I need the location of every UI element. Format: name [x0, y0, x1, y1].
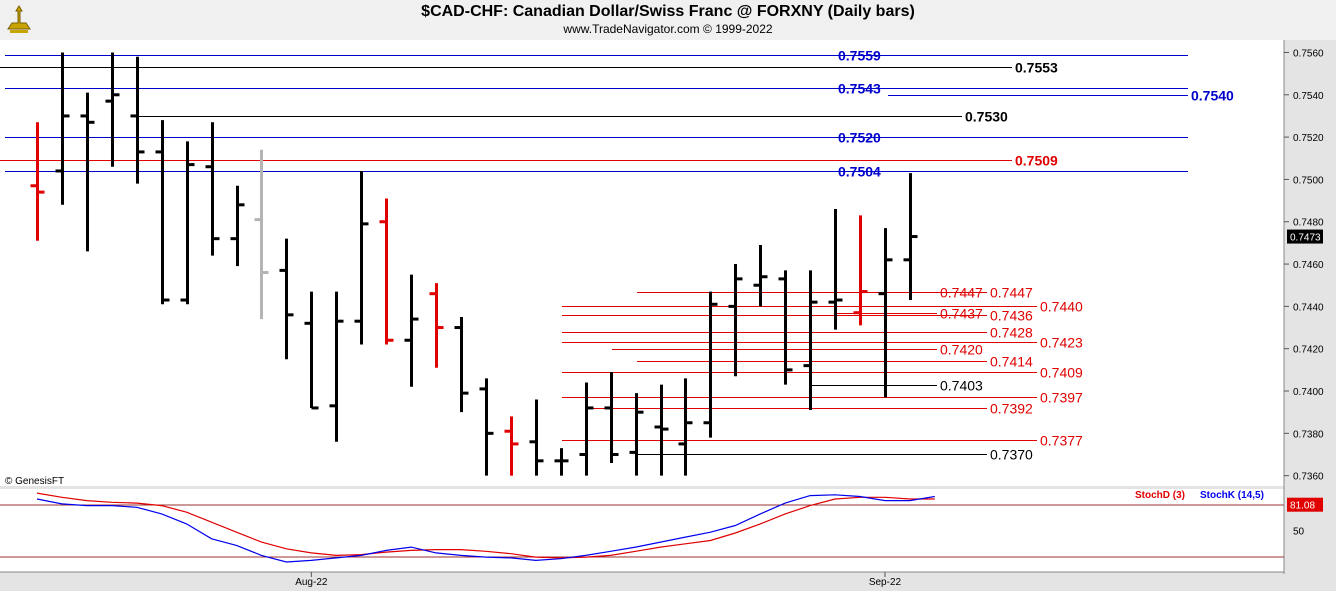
price-bar — [903, 173, 918, 301]
price-bar — [703, 291, 718, 438]
y-tick-label: 0.7420 — [1293, 345, 1324, 356]
time-axis: Aug-22 Sep-22 — [295, 572, 902, 588]
stoch-series-line — [36, 492, 935, 559]
level-label: 0.7414 — [990, 354, 1033, 370]
price-bar — [529, 399, 544, 476]
price-bar — [180, 141, 195, 305]
level-label: 0.7420 — [940, 342, 983, 358]
watermark: © GenesisFT — [5, 476, 64, 487]
stoch-y-tick-label: 50 — [1293, 527, 1305, 538]
price-bar — [304, 291, 319, 410]
y-tick-label: 0.7480 — [1293, 218, 1324, 229]
level-label: 0.7543 — [838, 81, 881, 97]
price-bar — [329, 291, 344, 442]
stoch-last-box — [1287, 497, 1323, 512]
price-bar — [155, 120, 170, 305]
price-bar — [678, 378, 693, 476]
price-bar — [828, 209, 843, 330]
stoch-series-line — [36, 494, 935, 563]
price-bar — [30, 122, 45, 241]
level-label: 0.7553 — [1015, 60, 1058, 76]
price-bar — [130, 56, 145, 184]
price-bar — [778, 270, 793, 385]
price-bar — [878, 228, 893, 398]
price-bar — [604, 371, 619, 463]
y-tick-label: 0.7460 — [1293, 260, 1324, 271]
level-label: 0.7397 — [1040, 390, 1083, 406]
stochd-legend: StochD (3) — [1135, 490, 1185, 501]
price-bar — [728, 264, 743, 377]
y-tick-label: 0.7400 — [1293, 387, 1324, 398]
y-tick-label: 0.7440 — [1293, 302, 1324, 313]
price-bar — [803, 270, 818, 411]
level-label: 0.7504 — [838, 164, 881, 180]
level-label: 0.7447 — [990, 285, 1033, 301]
trade-navigator-logo-icon — [4, 3, 34, 35]
price-bar — [654, 384, 669, 476]
price-panel-bg — [0, 40, 1284, 486]
chart-header: $CAD-CHF: Canadian Dollar/Swiss Franc @ … — [0, 0, 1336, 40]
level-label: 0.7447 — [940, 285, 983, 301]
level-label: 0.7436 — [990, 308, 1033, 324]
level-label: 0.7409 — [1040, 365, 1083, 381]
level-label: 0.7559 — [838, 48, 881, 64]
level-lines: 0.7559 0.7553 0.7543 0.7540 0.7530 0.7520 0.75… — [0, 48, 1234, 463]
level-label: 0.7370 — [990, 447, 1033, 463]
price-bar — [429, 283, 444, 368]
last-price-label: 0.7473 — [1290, 233, 1321, 244]
stochk-legend: StochK (14,5) — [1200, 490, 1264, 501]
price-bar — [629, 393, 644, 476]
price-bar — [354, 170, 369, 345]
stoch-panel-bg — [0, 489, 1284, 572]
level-label: 0.7428 — [990, 325, 1033, 341]
price-bar — [554, 448, 569, 476]
stoch-last-label: 81.08 — [1290, 501, 1315, 512]
level-label: 0.7392 — [990, 401, 1033, 417]
stochastic-lines — [36, 492, 935, 563]
y-tick-label: 0.7360 — [1293, 472, 1324, 483]
price-bar — [404, 274, 419, 387]
y-tick-label: 0.7380 — [1293, 429, 1324, 440]
price-bar — [853, 215, 868, 326]
level-label: 0.7520 — [838, 130, 881, 146]
price-bar — [479, 378, 494, 476]
price-bar — [105, 52, 120, 167]
price-bar — [279, 238, 294, 360]
price-bar — [753, 245, 768, 307]
price-bar — [379, 198, 394, 345]
chart-title: $CAD-CHF: Canadian Dollar/Swiss Franc @ … — [421, 3, 915, 20]
price-bar — [80, 92, 95, 252]
x-tick-label: Aug-22 — [295, 577, 328, 588]
level-label: 0.7440 — [1040, 299, 1083, 315]
price-bar — [55, 52, 70, 205]
price-bar — [254, 149, 269, 320]
price-bars — [30, 52, 918, 476]
price-axis: 0.7360 0.7380 0.7400 0.7420 0.7440 0.7460 0.74… — [1284, 48, 1324, 538]
last-price-box — [1287, 229, 1323, 244]
level-label: 0.7423 — [1040, 335, 1083, 351]
price-bar — [454, 316, 469, 413]
price-bar — [230, 185, 245, 267]
level-label: 0.7377 — [1040, 433, 1083, 449]
price-bar — [205, 122, 220, 256]
level-label: 0.7403 — [940, 378, 983, 394]
y-tick-label: 0.7520 — [1293, 133, 1324, 144]
level-label: 0.7530 — [965, 109, 1008, 125]
level-label: 0.7540 — [1191, 88, 1234, 104]
y-tick-label: 0.7540 — [1293, 91, 1324, 102]
chart-subtitle: www.TradeNavigator.com © 1999-2022 — [563, 22, 773, 36]
y-tick-label: 0.7500 — [1293, 175, 1324, 186]
level-label: 0.7437 — [940, 306, 983, 322]
price-bar — [579, 382, 594, 476]
y-tick-label: 0.7560 — [1293, 48, 1324, 59]
x-tick-label: Sep-22 — [869, 577, 902, 588]
level-label: 0.7509 — [1015, 153, 1058, 169]
price-bar — [504, 416, 519, 476]
